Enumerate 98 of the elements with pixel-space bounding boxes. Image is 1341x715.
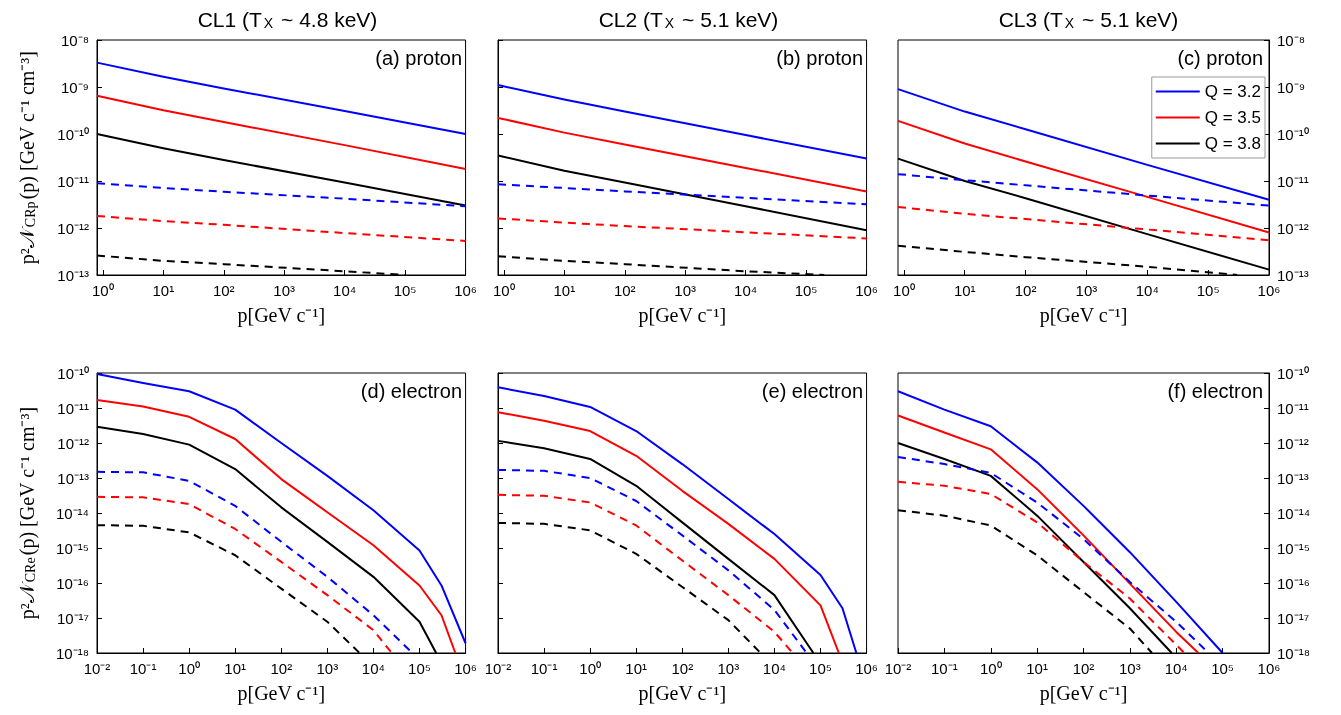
annotation: (f) electron xyxy=(1167,380,1264,402)
x-tick-label: 10³ xyxy=(273,282,296,299)
x-tick-label: 10² xyxy=(613,282,636,299)
y-tick-label: 10⁻⁹ xyxy=(1277,78,1306,96)
x-tick-label: 10⁴ xyxy=(762,660,786,677)
y-tick-label: 10⁻¹⁰ xyxy=(57,364,89,382)
annotation: (e) electron xyxy=(761,380,863,402)
y-tick-label: 10⁻⁹ xyxy=(60,78,89,96)
y-axis-title: p²𝒩CRe(p) [GeV c⁻¹ cm⁻³] xyxy=(16,406,39,620)
x-tick-label: 10⁰ xyxy=(579,660,601,677)
x-tick-label: 10⁻² xyxy=(484,660,512,677)
x-tick-label: 10¹ xyxy=(953,282,976,299)
y-tick-label: 10⁻¹² xyxy=(1277,219,1309,237)
annotation: (b) proton xyxy=(776,47,864,69)
y-tick-label: 10⁻¹² xyxy=(57,219,89,237)
x-tick-label: 10² xyxy=(1014,282,1037,299)
y-tick-label: 10⁻¹¹ xyxy=(57,399,89,417)
x-tick-label: 10⁻¹ xyxy=(931,660,958,677)
x-tick-label: 10¹ xyxy=(1026,660,1048,677)
x-tick-label: 10⁵ xyxy=(408,660,431,677)
x-tick-label: 10³ xyxy=(1119,660,1141,677)
y-tick-label: 10⁻¹³ xyxy=(1277,266,1309,284)
x-tick-label: 10⁻² xyxy=(884,660,912,677)
y-axis-title: p²𝒩CRp(p) [GeV c⁻¹ cm⁻³] xyxy=(16,50,39,265)
y-tick-label: 10⁻¹⁸ xyxy=(1277,644,1311,662)
x-tick-label: 10⁰ xyxy=(92,282,114,299)
y-tick-label: 10⁻¹⁸ xyxy=(55,644,89,662)
y-tick-label: 10⁻¹⁷ xyxy=(1277,609,1310,627)
x-tick-label: 10⁰ xyxy=(979,660,1002,677)
x-tick-label: 10¹ xyxy=(224,660,247,677)
x-tick-label: 10⁵ xyxy=(809,660,832,677)
x-tick-label: 10⁰ xyxy=(493,282,515,299)
x-tick-label: 10⁻¹ xyxy=(129,660,157,677)
y-tick-label: 10⁻¹³ xyxy=(1277,469,1309,487)
y-tick-label: 10⁻¹⁴ xyxy=(1277,504,1311,522)
y-tick-label: 10⁻¹⁵ xyxy=(56,539,89,557)
x-tick-label: 10² xyxy=(671,660,694,677)
y-tick-label: 10⁻¹⁶ xyxy=(56,574,89,592)
y-tick-label: 10⁻¹⁵ xyxy=(1277,539,1310,557)
y-tick-label: 10⁻¹⁶ xyxy=(1277,574,1310,592)
x-tick-label: 10³ xyxy=(1075,282,1098,299)
x-tick-label: 10⁵ xyxy=(1211,660,1235,677)
x-axis-title: p[GeV c⁻¹] xyxy=(1039,304,1128,327)
x-tick-label: 10⁶ xyxy=(855,282,878,299)
x-tick-label: 10³ xyxy=(674,282,697,299)
x-axis-title: p[GeV c⁻¹] xyxy=(237,682,326,705)
x-tick-label: 10⁶ xyxy=(855,660,878,677)
x-tick-label: 10⁶ xyxy=(1257,660,1281,677)
x-tick-label: 10⁴ xyxy=(1164,660,1188,677)
legend-label: Q = 3.5 xyxy=(1204,108,1261,127)
x-axis-title: p[GeV c⁻¹] xyxy=(237,304,326,327)
legend-label: Q = 3.2 xyxy=(1204,82,1261,101)
x-tick-label: 10⁶ xyxy=(1257,282,1281,299)
chart-title: CL3 (TX ~ 5.1 keV) xyxy=(998,8,1179,31)
y-tick-label: 10⁻¹⁰ xyxy=(1277,125,1309,143)
x-axis-title: p[GeV c⁻¹] xyxy=(638,304,727,327)
y-tick-label: 10⁻¹² xyxy=(1277,434,1309,452)
x-tick-label: 10⁵ xyxy=(794,282,818,299)
x-tick-label: 10⁴ xyxy=(361,660,385,677)
x-axis-title: p[GeV c⁻¹] xyxy=(638,682,727,705)
y-tick-label: 10⁻⁸ xyxy=(1277,31,1306,49)
y-tick-label: 10⁻¹⁰ xyxy=(57,125,89,143)
y-tick-label: 10⁻¹³ xyxy=(57,266,89,284)
y-tick-label: 10⁻¹¹ xyxy=(1277,399,1309,417)
annotation: (a) proton xyxy=(375,47,463,69)
x-tick-label: 10² xyxy=(212,282,235,299)
x-tick-label: 10⁴ xyxy=(734,282,758,299)
x-tick-label: 10⁰ xyxy=(893,282,915,299)
x-tick-label: 10³ xyxy=(717,660,740,677)
x-axis-title: p[GeV c⁻¹] xyxy=(1039,682,1128,705)
x-tick-label: 10⁴ xyxy=(333,282,357,299)
x-tick-label: 10¹ xyxy=(553,282,576,299)
annotation: (d) electron xyxy=(360,380,462,402)
y-tick-label: 10⁻¹⁰ xyxy=(1277,364,1309,382)
y-tick-label: 10⁻⁸ xyxy=(60,31,89,49)
x-tick-label: 10⁰ xyxy=(178,660,200,677)
y-tick-label: 10⁻¹³ xyxy=(57,469,89,487)
y-tick-label: 10⁻¹⁴ xyxy=(55,504,89,522)
x-tick-label: 10⁻² xyxy=(83,660,111,677)
x-tick-label: 10⁵ xyxy=(1196,282,1220,299)
x-tick-label: 10⁶ xyxy=(454,660,477,677)
legend-label: Q = 3.8 xyxy=(1204,134,1261,153)
x-tick-label: 10⁵ xyxy=(393,282,417,299)
y-tick-label: 10⁻¹⁷ xyxy=(56,609,89,627)
y-tick-label: 10⁻¹² xyxy=(57,434,89,452)
y-tick-label: 10⁻¹¹ xyxy=(57,172,89,190)
x-tick-label: 10³ xyxy=(316,660,339,677)
annotation: (c) proton xyxy=(1177,47,1264,69)
chart-title: CL1 (TX ~ 4.8 keV) xyxy=(197,8,378,31)
x-tick-label: 10⁻¹ xyxy=(530,660,558,677)
x-tick-label: 10¹ xyxy=(152,282,175,299)
x-tick-label: 10⁶ xyxy=(454,282,477,299)
x-tick-label: 10² xyxy=(1072,660,1095,677)
x-tick-label: 10¹ xyxy=(625,660,648,677)
x-tick-label: 10⁴ xyxy=(1135,282,1159,299)
x-tick-label: 10² xyxy=(270,660,293,677)
chart-title: CL2 (TX ~ 5.1 keV) xyxy=(598,8,779,31)
y-tick-label: 10⁻¹¹ xyxy=(1277,172,1309,190)
